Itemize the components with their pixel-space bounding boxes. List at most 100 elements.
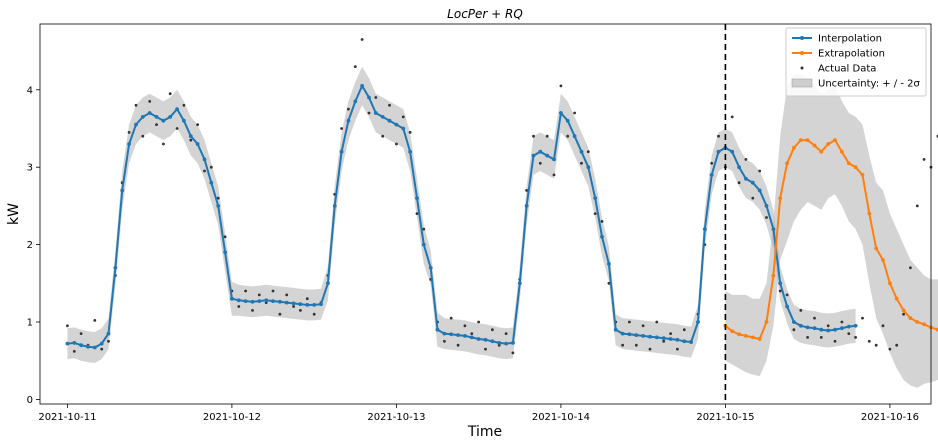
interpolation-point — [271, 299, 275, 303]
actual-data-point — [127, 131, 131, 134]
interpolation-point — [175, 107, 180, 111]
interpolation-point — [744, 176, 748, 181]
actual-data-point — [861, 316, 864, 320]
interpolation-point — [846, 324, 851, 329]
interpolation-point — [298, 302, 303, 307]
actual-data-point — [93, 319, 97, 322]
interpolation-point — [291, 301, 296, 306]
actual-data-point — [641, 324, 645, 328]
series-lines — [65, 83, 938, 350]
interpolation-point — [613, 327, 618, 332]
interpolation-point — [373, 111, 378, 115]
actual-data-point — [511, 351, 515, 355]
actual-data-point — [340, 127, 343, 130]
interpolation-point — [394, 122, 399, 127]
extrapolation-point — [744, 334, 748, 338]
interpolation-point — [127, 142, 131, 146]
interpolation-point — [593, 196, 598, 201]
interpolation-point — [648, 334, 652, 339]
interpolation-point — [435, 327, 440, 332]
actual-data-point — [669, 332, 672, 335]
actual-data-point — [902, 312, 905, 316]
actual-data-point — [285, 293, 289, 297]
legend-label-actual: Actual Data — [818, 64, 876, 75]
actual-data-point — [559, 84, 563, 88]
extrapolation-point — [730, 329, 735, 334]
actual-data-point — [162, 142, 165, 146]
interpolation-point — [654, 335, 659, 340]
extrapolation-point — [901, 308, 906, 313]
actual-data-point — [395, 142, 398, 146]
interpolation-point — [812, 326, 817, 331]
interpolation-point — [709, 173, 714, 177]
actual-data-point — [826, 324, 830, 328]
interpolation-point — [65, 341, 70, 346]
actual-data-point — [717, 134, 720, 138]
interpolation-point — [305, 303, 310, 307]
interpolation-point — [798, 323, 803, 328]
actual-data-point — [634, 343, 638, 347]
actual-data-point — [367, 111, 371, 115]
y-tick-label: 4 — [27, 85, 33, 96]
interpolation-point — [750, 180, 755, 185]
actual-data-point — [799, 309, 803, 312]
actual-data-point — [175, 127, 179, 130]
actual-data-point — [751, 196, 755, 200]
interpolation-point — [833, 327, 837, 332]
interpolation-point — [120, 188, 125, 193]
extrapolation-point — [908, 316, 913, 320]
interpolation-point — [853, 323, 858, 328]
interpolation-point — [737, 165, 741, 170]
interpolation-point — [661, 336, 666, 341]
interpolation-point — [230, 296, 234, 301]
interpolation-point — [771, 227, 776, 232]
y-axis-ticks: 0 1 2 3 4 — [27, 85, 40, 406]
interpolation-point — [764, 204, 769, 208]
interpolation-point — [209, 180, 214, 185]
actual-data-point — [449, 316, 453, 320]
interpolation-point — [792, 320, 796, 324]
interpolation-point — [702, 227, 707, 232]
actual-data-point — [580, 161, 583, 165]
interpolation-point — [504, 341, 508, 346]
interpolation-point — [538, 149, 543, 154]
actual-data-point — [148, 100, 152, 103]
actual-data-point — [538, 161, 542, 165]
actual-data-point — [196, 123, 200, 126]
extrapolation-point — [874, 246, 879, 251]
actual-data-point — [209, 165, 213, 169]
plot-area-frame — [39, 23, 932, 405]
actual-data-point — [443, 339, 446, 343]
actual-data-point — [374, 96, 378, 99]
interpolation-point — [552, 157, 556, 162]
interpolation-point — [140, 115, 145, 119]
extrapolation-point — [792, 145, 796, 150]
chart-title: LocPer + RQ — [447, 7, 523, 21]
actual-data-point — [182, 103, 186, 107]
actual-data-point — [566, 134, 570, 138]
y-tick-label: 3 — [27, 163, 33, 174]
interpolation-point — [243, 299, 248, 303]
actual-data-point — [655, 320, 659, 324]
interpolation-point — [531, 153, 536, 158]
actual-data-point — [607, 281, 611, 285]
extrapolation-point — [737, 332, 741, 337]
interpolation-point — [600, 234, 604, 239]
extrapolation-point — [888, 281, 892, 286]
interpolation-point — [106, 331, 111, 336]
actual-data-point — [915, 204, 919, 208]
extrapolation-point — [894, 296, 899, 301]
legend-swatch-actual — [800, 66, 804, 70]
interpolation-point — [469, 335, 474, 340]
actual-data-point — [840, 320, 844, 324]
uncertainty-bands — [67, 66, 938, 388]
interpolation-point — [545, 153, 550, 158]
legend-marker-extrapolation — [800, 51, 804, 55]
legend: Interpolation Extrapolation Actual Data Unc… — [785, 27, 927, 97]
interpolation-point — [278, 299, 282, 304]
legend-label-extrapolation: Extrapolation — [818, 49, 885, 60]
actual-data-point — [525, 189, 528, 192]
actual-data-point — [271, 289, 275, 293]
interpolation-point — [696, 320, 700, 324]
